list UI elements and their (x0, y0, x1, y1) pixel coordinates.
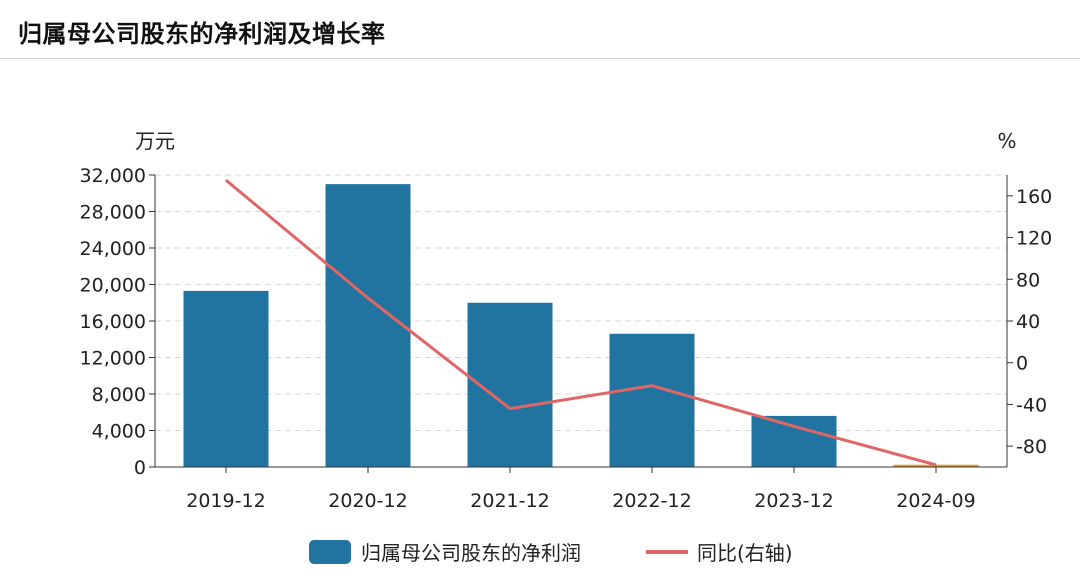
y-right-tick-label: 0 (1016, 353, 1028, 375)
growth-point (793, 425, 795, 427)
y-left-tick-label: 4,000 (92, 421, 146, 443)
chart-title: 归属母公司股东的净利润及增长率 (18, 20, 386, 48)
x-tick-label: 2021-12 (470, 490, 549, 512)
y-left-tick-label: 8,000 (92, 384, 146, 406)
x-tick-label: 2023-12 (754, 490, 833, 512)
y-left-tick-label: 12,000 (80, 348, 146, 370)
y-left-tick-label: 32,000 (80, 165, 146, 187)
bar-2019-12 (183, 290, 269, 467)
y-right-tick-label: -80 (1016, 436, 1047, 458)
chart-header: 归属母公司股东的净利润及增长率 (0, 0, 1080, 59)
growth-point (651, 385, 653, 387)
y-left-tick-label: 16,000 (80, 311, 146, 333)
growth-line (225, 179, 937, 467)
x-tick-label: 2019-12 (186, 490, 265, 512)
bars-layer (183, 184, 979, 467)
y-left-unit-label: 万元 (135, 129, 175, 153)
y-right-tick-label: 120 (1016, 228, 1052, 250)
y-right-tick-label: 160 (1016, 186, 1052, 208)
x-tick-label: 2024-09 (896, 490, 975, 512)
growth-point (367, 297, 369, 299)
y-left-tick-label: 24,000 (80, 238, 146, 260)
legend-label-bar: 归属母公司股东的净利润 (361, 541, 581, 565)
legend-label-line: 同比(右轴) (697, 541, 793, 565)
y-left-tick-label: 28,000 (80, 202, 146, 224)
legend: 归属母公司股东的净利润 同比(右轴) (309, 540, 793, 565)
bar-2022-12 (609, 333, 695, 467)
line-layer (225, 179, 937, 467)
y-right-tick-label: 80 (1016, 269, 1040, 291)
legend-swatch-bar (309, 540, 351, 564)
y-right-unit-label: % (997, 129, 1016, 153)
growth-point (225, 179, 227, 181)
axes-layer (149, 174, 1013, 473)
bar-2024-09 (893, 464, 979, 467)
x-tick-label: 2020-12 (328, 490, 407, 512)
growth-point (509, 408, 511, 410)
y-right-tick-label: 40 (1016, 311, 1040, 333)
y-right-tick-label: -40 (1016, 394, 1047, 416)
x-tick-label: 2022-12 (612, 490, 691, 512)
bar-2020-12 (325, 184, 411, 467)
y-left-tick-label: 0 (134, 457, 146, 479)
growth-point (935, 464, 937, 466)
y-left-tick-label: 20,000 (80, 275, 146, 297)
bar-2023-12 (751, 415, 837, 467)
grid-layer (155, 174, 1007, 431)
labels-layer: 0 4,000 8,000 12,000 16,000 20,000 24,000 28,00… (80, 129, 1053, 512)
